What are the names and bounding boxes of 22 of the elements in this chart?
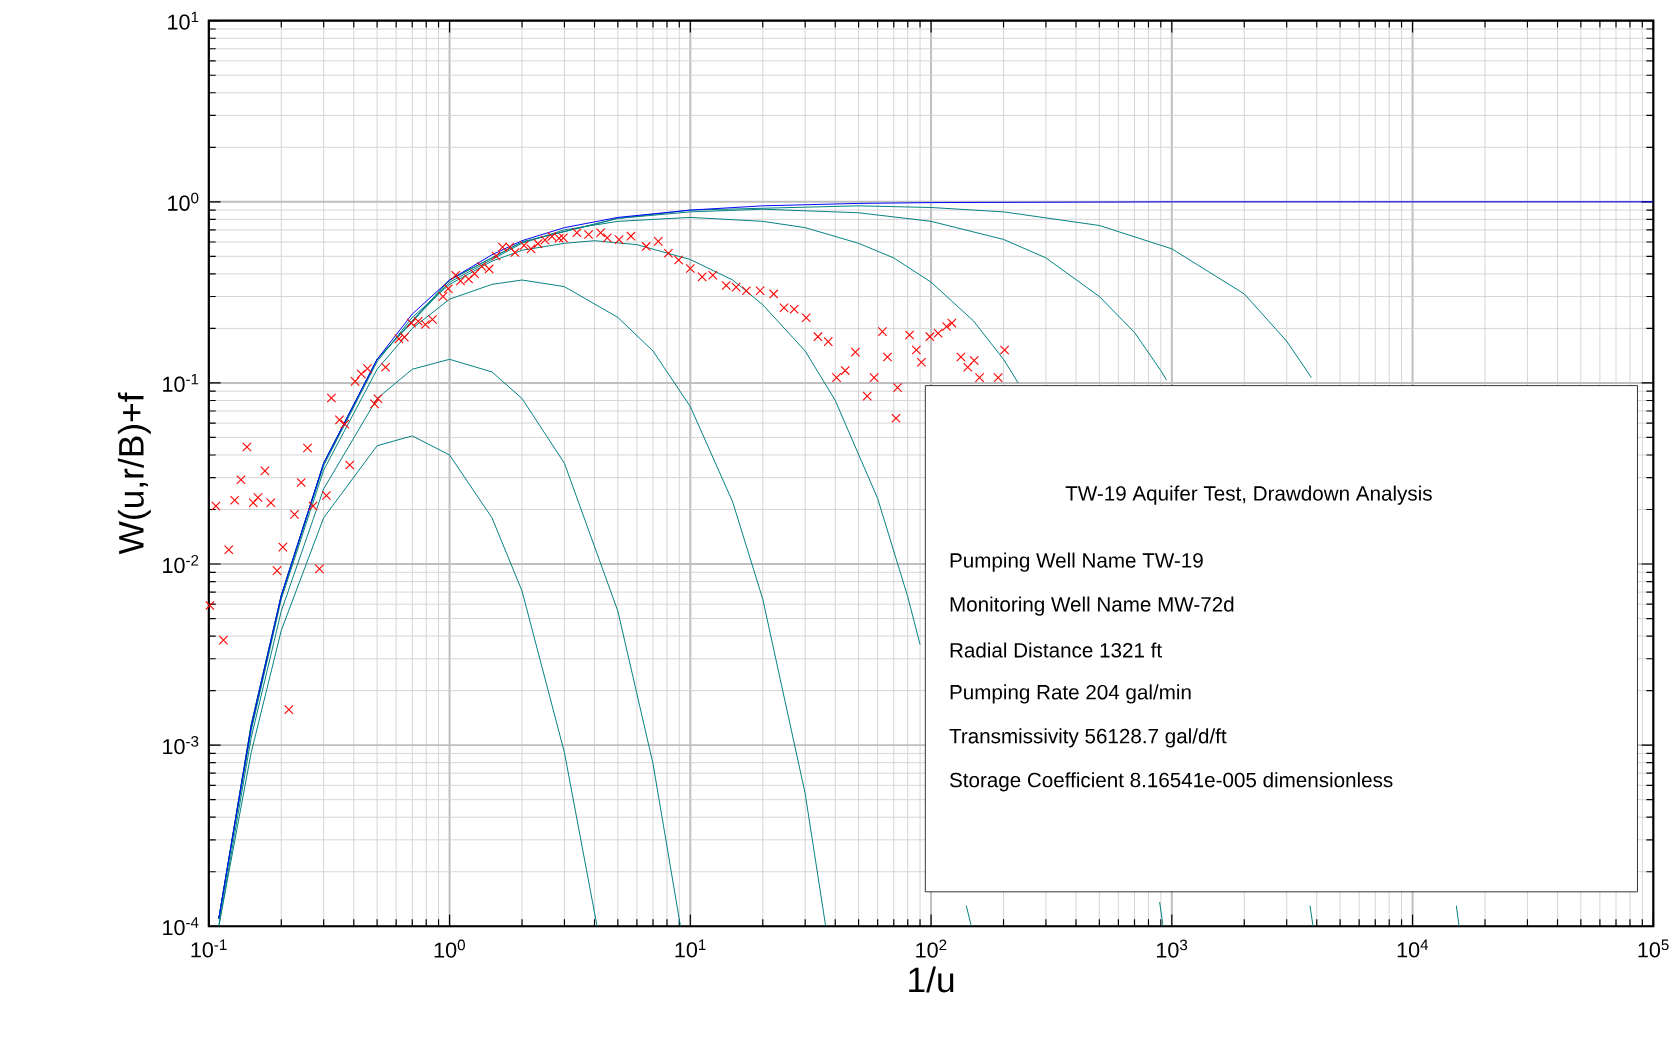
annotation: Radial Distance 1321 ft xyxy=(950,642,1162,658)
y-axis-title: W(u,r/B)+f xyxy=(117,392,151,555)
y-tick-label: 10$^{-3}$ xyxy=(163,735,199,755)
x-tick-label: 10$^{3}$ xyxy=(1157,939,1188,958)
x-tick-label: 10$^{1}$ xyxy=(675,939,706,958)
annotation: Pumping Rate 204 gal/min xyxy=(950,684,1191,704)
y-tick-label: 10$^{1}$ xyxy=(168,11,199,30)
y-tick-label: 10$^{-1}$ xyxy=(163,373,199,392)
y-tick-label: 10$^{-2}$ xyxy=(163,554,199,573)
x-tick-label: 10$^{0}$ xyxy=(434,939,465,958)
y-tick-label: 10$^{0}$ xyxy=(168,192,199,211)
annotation: Monitoring Well Name MW-72d xyxy=(950,596,1234,616)
annotation: Transmissivity 56128.7 gal/d/ft xyxy=(949,728,1227,748)
annotation: Storage Coefficient 8.16541e-005 dimensionless xyxy=(949,771,1393,792)
x-tick-label: 10$^{-1}$ xyxy=(191,939,227,958)
x-axis-title: 1/u xyxy=(909,966,954,993)
x-tick-label: 10$^{2}$ xyxy=(916,939,947,958)
x-tick-label: 10$^{5}$ xyxy=(1638,939,1669,958)
x-tick-label: 10$^{4}$ xyxy=(1397,939,1429,958)
annotation: Pumping Well Name TW-19 xyxy=(950,552,1203,572)
annotation: TW-19 Aquifer Test, Drawdown Analysis xyxy=(1065,485,1432,505)
y-tick-label: 10$^{-4}$ xyxy=(163,917,199,936)
